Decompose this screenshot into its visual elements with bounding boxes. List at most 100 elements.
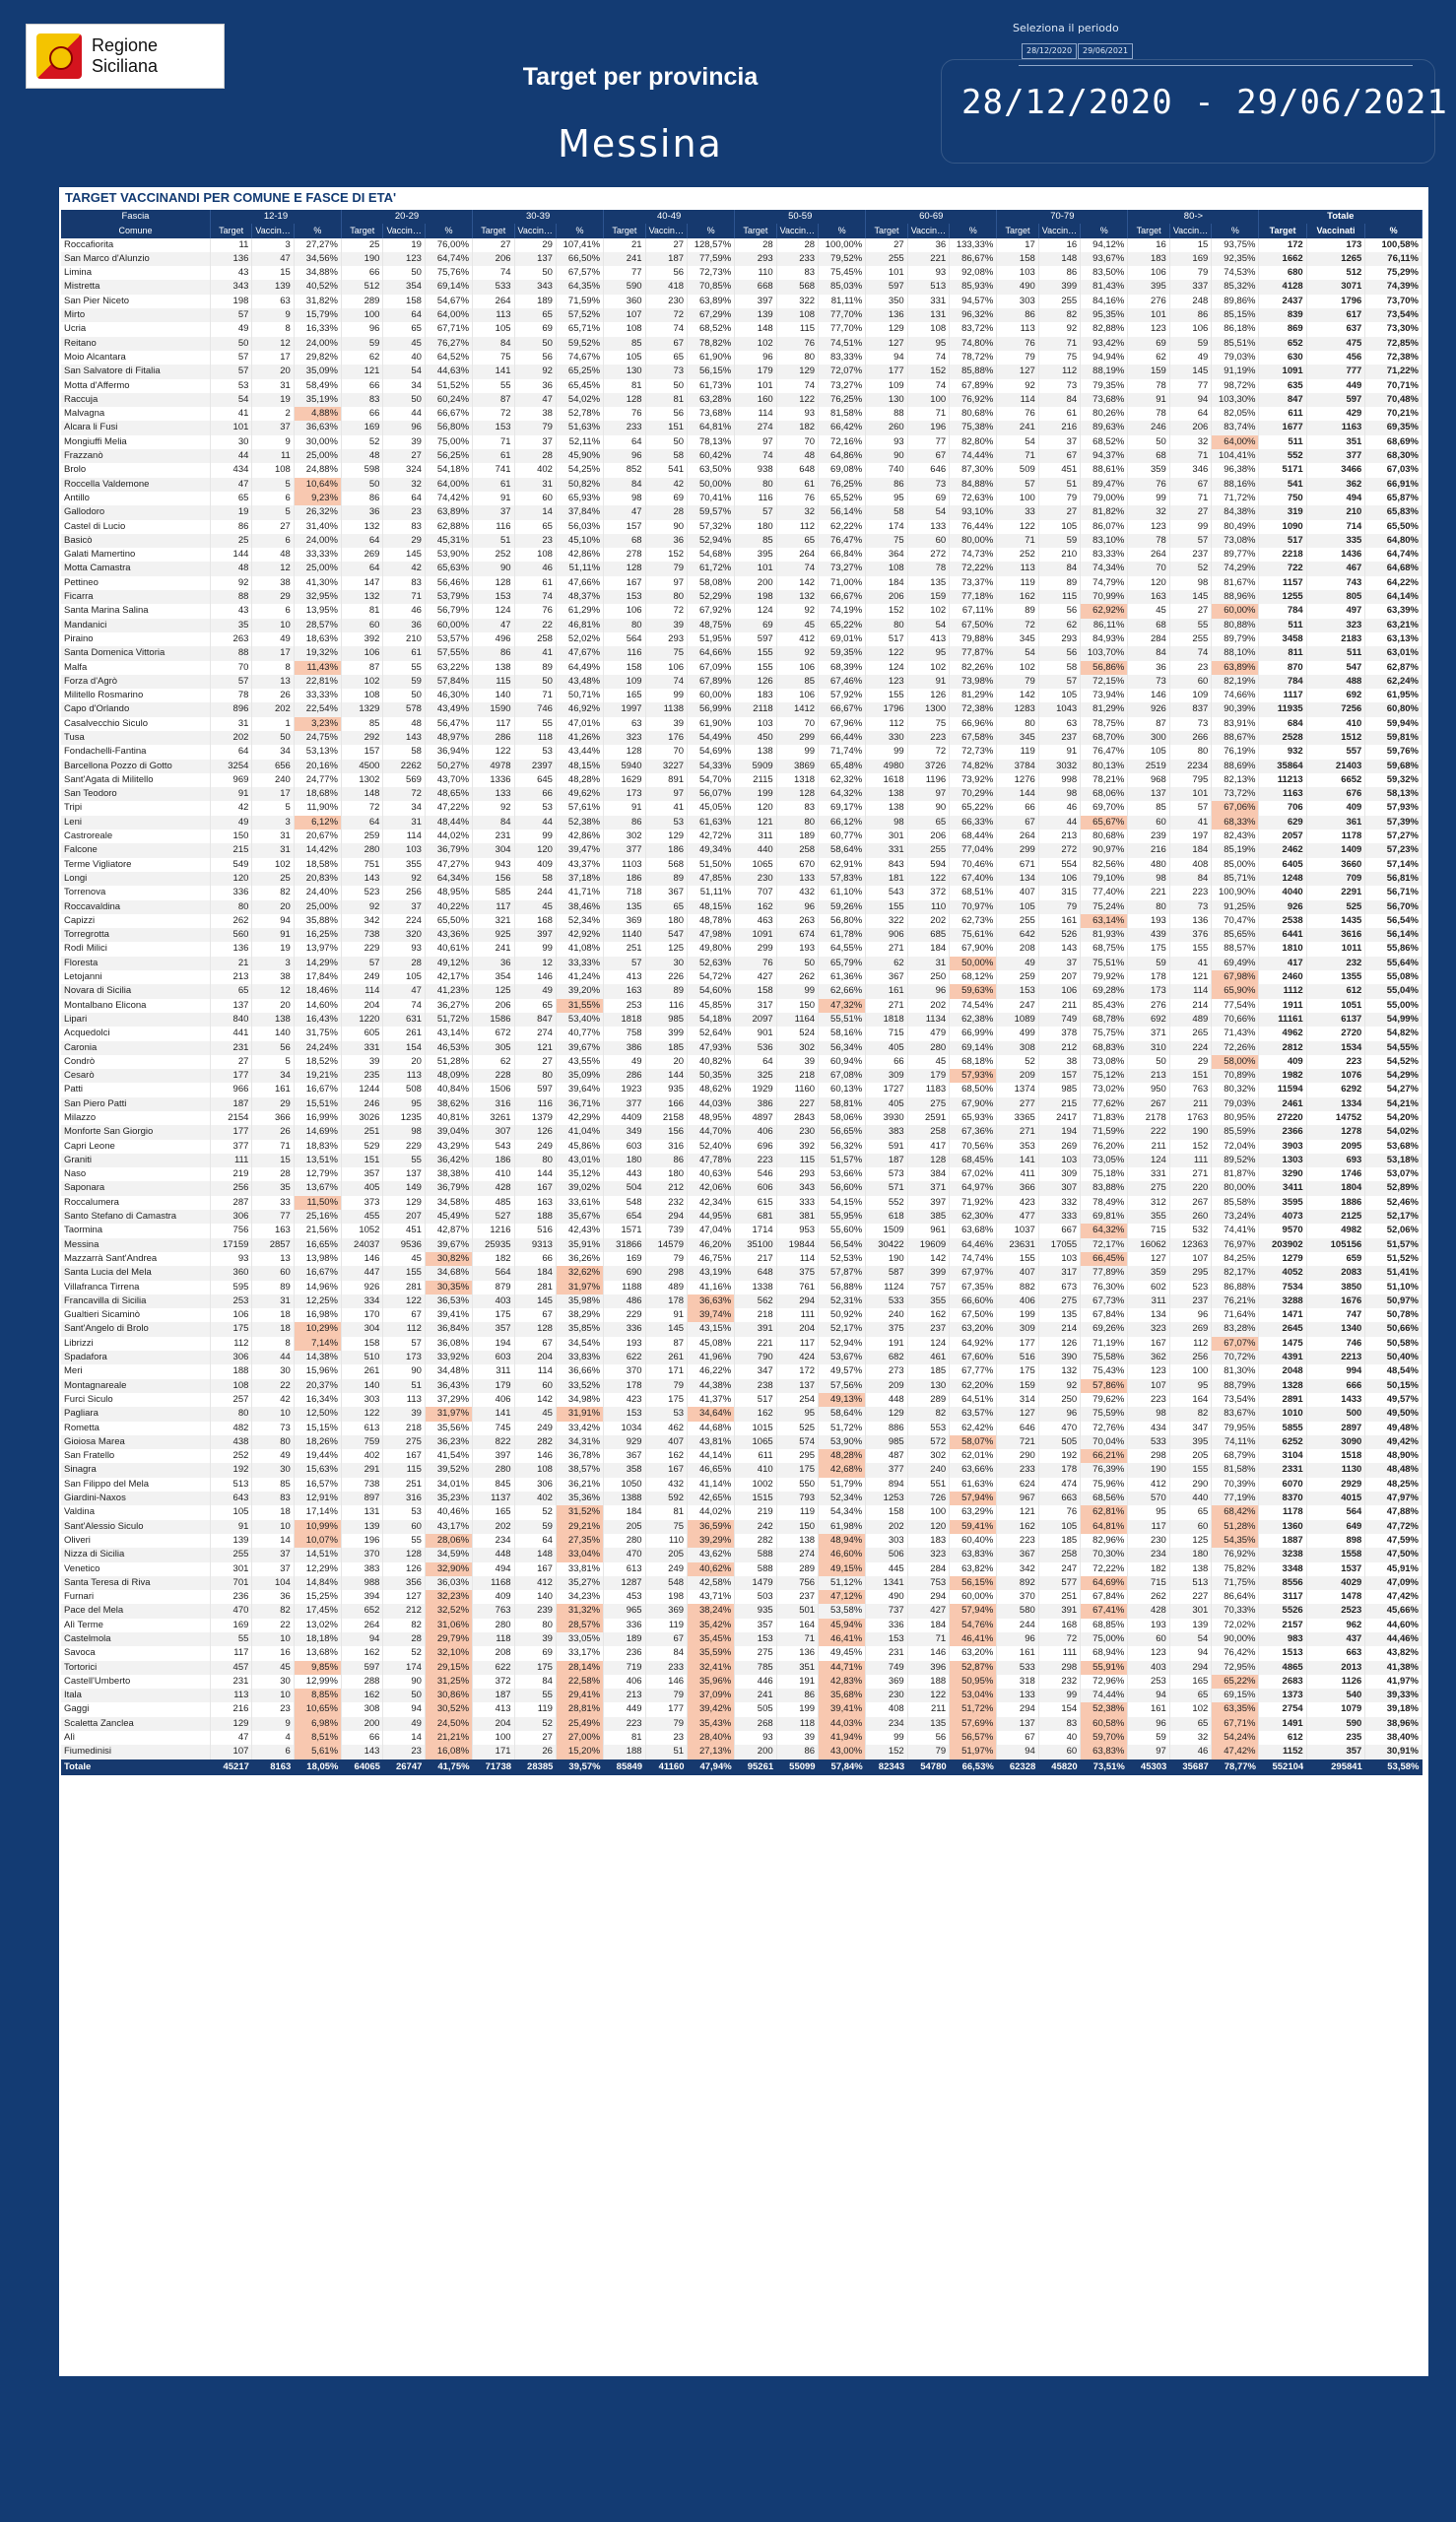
table-row[interactable]: Alcara li Fusi 101 37 36,63% 169 96 56,80% 153 7… (61, 421, 1423, 435)
sub-header-percent[interactable]: % (556, 224, 605, 238)
table-row[interactable]: Castelmola 55 10 18,18% 94 28 29,79% 118 39 33,05… (61, 1631, 1423, 1647)
table-row[interactable]: Sant'Angelo di Brolo 175 18 10,29% 304 112 36,… (61, 1322, 1423, 1337)
table-row[interactable]: Roccella Valdemone 47 5 10,64% 50 32 64,00% 61 3… (61, 477, 1423, 492)
table-row[interactable]: Francavilla di Sicilia 253 31 12,25% 334 122 3… (61, 1294, 1423, 1309)
sub-header-target[interactable]: Target (472, 224, 515, 238)
table-row[interactable]: Messina 17159 2857 16,65% 24037 9536 39,67% 259… (61, 1237, 1423, 1252)
table-row[interactable]: Capizzi 262 94 35,88% 342 224 65,50% 321 168 52,3… (61, 913, 1423, 929)
table-row[interactable]: Furci Siculo 257 42 16,34% 303 113 37,29% 406 14… (61, 1392, 1423, 1408)
table-row[interactable]: Tripi 42 5 11,90% 72 34 47,22% 92 53 57,61% 91 41 45… (61, 801, 1423, 816)
table-row[interactable]: Malfa 70 8 11,43% 87 55 63,22% 138 89 64,49% 158 10… (61, 660, 1423, 675)
table-row[interactable]: Barcellona Pozzo di Gotto 3254 656 20,16% 45… (61, 759, 1423, 773)
table-row[interactable]: San Filippo del Mela 513 85 16,57% 738 251 34,… (61, 1477, 1423, 1493)
table-row[interactable]: Alì 47 4 8,51% 66 14 21,21% 100 27 27,00% 81 23 28,4… (61, 1731, 1423, 1746)
table-row[interactable]: Valdina 105 18 17,14% 131 53 40,46% 165 52 31,52%… (61, 1505, 1423, 1520)
sub-header-vaccinati[interactable]: Vaccinati (382, 224, 426, 238)
table-row[interactable]: Roccavaldina 80 20 25,00% 92 37 40,22% 117 45 38,… (61, 899, 1423, 914)
table-row[interactable]: Santa Marina Salina 43 6 13,95% 81 46 56,79% 12… (61, 604, 1423, 619)
table-row[interactable]: Ficarra 88 29 32,95% 132 71 53,79% 153 74 48,37% 1… (61, 590, 1423, 605)
table-row[interactable]: Mazzarrà Sant'Andrea 93 13 13,98% 146 45 30,82… (61, 1251, 1423, 1267)
sub-header-percent[interactable]: % (818, 224, 867, 238)
table-row[interactable]: Tusa 202 50 24,75% 292 143 48,97% 286 118 41,26% 3… (61, 730, 1423, 746)
sub-header-vaccinati[interactable]: Vaccinati (776, 224, 820, 238)
table-row[interactable]: Mongiuffi Melia 30 9 30,00% 52 39 75,00% 71 37 52… (61, 434, 1423, 450)
table-row[interactable]: Torregrotta 560 91 16,25% 738 320 43,36% 925 397… (61, 928, 1423, 943)
sub-header-target[interactable]: Target (603, 224, 646, 238)
sub-header-percent[interactable]: % (687, 224, 736, 238)
table-row[interactable]: San Teodoro 91 17 18,68% 148 72 48,65% 133 66 49,… (61, 787, 1423, 802)
sub-header-vaccinati[interactable]: Vaccinati (907, 224, 951, 238)
table-row[interactable]: Sant'Alessio Siculo 91 10 10,99% 139 60 43,17%… (61, 1519, 1423, 1534)
table-row[interactable]: Gaggi 216 23 10,65% 308 94 30,52% 413 119 28,81% 4… (61, 1702, 1423, 1717)
sub-header-vaccinati[interactable]: Vaccinati (645, 224, 689, 238)
table-row[interactable]: Malvagna 41 2 4,88% 66 44 66,67% 72 38 52,78% 76 56… (61, 407, 1423, 422)
table-row[interactable]: San Salvatore di Fitalia 57 20 35,09% 121 54 4… (61, 365, 1423, 379)
table-row[interactable]: Furnari 236 36 15,25% 394 127 32,23% 409 140 34,2… (61, 1590, 1423, 1605)
table-row[interactable]: Piraino 263 49 18,63% 392 210 53,57% 496 258 52,0… (61, 631, 1423, 647)
table-row[interactable]: Monforte San Giorgio 177 26 14,69% 251 98 39,0… (61, 1125, 1423, 1140)
sub-header-target[interactable]: Target (996, 224, 1039, 238)
period-slider[interactable] (1019, 65, 1413, 66)
table-row[interactable]: Tortorici 457 45 9,85% 597 174 29,15% 622 175 28,… (61, 1660, 1423, 1675)
table-row[interactable]: Gualtieri Sicaminò 106 18 16,98% 170 67 39,41%… (61, 1308, 1423, 1323)
sub-header-target[interactable]: Target (1127, 224, 1170, 238)
table-row[interactable]: Meri 188 30 15,96% 261 90 34,48% 311 114 36,66% 37… (61, 1364, 1423, 1379)
table-row[interactable]: Leni 49 3 6,12% 64 31 48,44% 84 44 52,38% 86 53 61,6… (61, 815, 1423, 830)
sub-header-vaccinati[interactable]: Vaccinati (251, 224, 295, 238)
table-row[interactable]: Acquedolci 441 140 31,75% 605 261 43,14% 672 274… (61, 1027, 1423, 1041)
table-row[interactable]: Moio Alcantara 57 17 29,82% 62 40 64,52% 75 56 74… (61, 350, 1423, 365)
table-row[interactable]: Sant'Agata di Militello 969 240 24,77% 1302 5… (61, 772, 1423, 788)
table-row[interactable]: Forza d'Agrò 57 13 22,81% 102 59 57,84% 115 50 43… (61, 674, 1423, 690)
table-row[interactable]: Longi 120 25 20,83% 143 92 64,34% 156 58 37,18% 18… (61, 871, 1423, 887)
sub-header-vaccinati[interactable]: Vaccinati (1038, 224, 1082, 238)
sub-header-target[interactable]: Target (210, 224, 253, 238)
table-row[interactable]: Pettineo 92 38 41,30% 147 83 56,46% 128 61 47,66%… (61, 575, 1423, 591)
table-row[interactable]: Letojanni 213 38 17,84% 249 105 42,17% 354 146 41… (61, 970, 1423, 985)
table-row[interactable]: Castel di Lucio 86 27 31,40% 132 83 62,88% 116 6… (61, 519, 1423, 534)
table-row[interactable]: Novara di Sicilia 65 12 18,46% 114 47 41,23% 12… (61, 984, 1423, 999)
table-row[interactable]: Gallodoro 19 5 26,32% 36 23 63,89% 37 14 37,84% 47… (61, 505, 1423, 520)
period-end-input[interactable]: 29/06/2021 (1078, 43, 1134, 59)
table-row[interactable]: Santa Domenica Vittoria 88 17 19,32% 106 61 57… (61, 646, 1423, 661)
table-row[interactable]: Capo d'Orlando 896 202 22,54% 1329 578 43,49% 1… (61, 702, 1423, 717)
table-row[interactable]: Giardini-Naxos 643 83 12,91% 897 316 35,23% 113… (61, 1492, 1423, 1506)
table-row[interactable]: Rodì Milici 136 19 13,97% 229 93 40,61% 241 99 41… (61, 942, 1423, 957)
table-row[interactable]: Castell'Umberto 231 30 12,99% 288 90 31,25% 372… (61, 1674, 1423, 1690)
sub-header-target[interactable]: Target (734, 224, 777, 238)
table-row[interactable]: Savoca 117 16 13,68% 162 52 32,10% 208 69 33,17% 2… (61, 1646, 1423, 1661)
table-row[interactable]: Lipari 840 138 16,43% 1220 631 51,72% 1586 847 53… (61, 1012, 1423, 1028)
table-row[interactable]: Roccalumera 287 33 11,50% 373 129 34,58% 485 163… (61, 1195, 1423, 1211)
table-row[interactable]: Montagnareale 108 22 20,37% 140 51 36,43% 179 60… (61, 1378, 1423, 1393)
table-row[interactable]: Torrenova 336 82 24,40% 523 256 48,95% 585 244 41… (61, 886, 1423, 900)
sub-header-target[interactable]: Target (1258, 224, 1307, 238)
table-row[interactable]: Rometta 482 73 15,15% 613 218 35,56% 745 249 33,4… (61, 1421, 1423, 1435)
table-row[interactable]: Terme Vigliatore 549 102 18,58% 751 355 47,27%… (61, 857, 1423, 872)
table-row[interactable]: Castroreale 150 31 20,67% 259 114 44,02% 231 99 4… (61, 830, 1423, 844)
table-row[interactable]: Limina 43 15 34,88% 66 50 75,76% 74 50 67,57% 77 56… (61, 266, 1423, 281)
table-row[interactable]: Sinagra 192 30 15,63% 291 115 39,52% 280 108 38,5… (61, 1463, 1423, 1478)
table-row[interactable]: San Pier Niceto 198 63 31,82% 289 158 54,67% 26… (61, 294, 1423, 309)
table-row[interactable]: Casalvecchio Siculo 31 1 3,23% 85 48 56,47% 117… (61, 716, 1423, 731)
table-row[interactable]: Mandanici 35 10 28,57% 60 36 60,00% 47 22 46,81% 8… (61, 618, 1423, 632)
table-row[interactable]: Montalbano Elicona 137 20 14,60% 204 74 36,27%… (61, 998, 1423, 1013)
sub-header-vaccinati[interactable]: Vaccinati (1306, 224, 1366, 238)
sub-header-percent[interactable]: % (425, 224, 474, 238)
table-row[interactable]: Reitano 50 12 24,00% 59 45 76,27% 84 50 59,52% 85 6… (61, 336, 1423, 351)
table-row[interactable]: Brolo 434 108 24,88% 598 324 54,18% 741 402 54,25… (61, 463, 1423, 478)
table-row[interactable]: San Marco d'Alunzio 136 47 34,56% 190 123 64,7… (61, 251, 1423, 267)
table-row[interactable]: Galati Mamertino 144 48 33,33% 269 145 53,90% 2… (61, 548, 1423, 563)
sub-header-vaccinati[interactable]: Vaccinati (1169, 224, 1213, 238)
table-row[interactable]: Cesarò 177 34 19,21% 235 113 48,09% 228 80 35,09%… (61, 1069, 1423, 1084)
table-row[interactable]: Oliveri 139 14 10,07% 196 55 28,06% 234 64 27,35%… (61, 1533, 1423, 1549)
table-row[interactable]: Falcone 215 31 14,42% 280 103 36,79% 304 120 39,4… (61, 843, 1423, 858)
table-row[interactable]: Nizza di Sicilia 255 37 14,51% 370 128 34,59% 4… (61, 1548, 1423, 1562)
table-row[interactable]: San Fratello 252 49 19,44% 402 167 41,54% 397 14… (61, 1449, 1423, 1464)
sub-header-vaccinati[interactable]: Vaccinati (514, 224, 557, 238)
table-row[interactable]: Fondachelli-Fantina 64 34 53,13% 157 58 36,94%… (61, 745, 1423, 760)
sub-header-percent[interactable]: % (949, 224, 998, 238)
table-row[interactable]: Condrò 27 5 18,52% 39 20 51,28% 62 27 43,55% 49 20 4… (61, 1054, 1423, 1070)
table-row[interactable]: Frazzanò 44 11 25,00% 48 27 56,25% 61 28 45,90% 96… (61, 449, 1423, 464)
table-row[interactable]: Militello Rosmarino 78 26 33,33% 108 50 46,30%… (61, 689, 1423, 703)
table-row[interactable]: Spadafora 306 44 14,38% 510 173 33,92% 603 204 33… (61, 1351, 1423, 1365)
sub-header-target[interactable]: Target (341, 224, 384, 238)
